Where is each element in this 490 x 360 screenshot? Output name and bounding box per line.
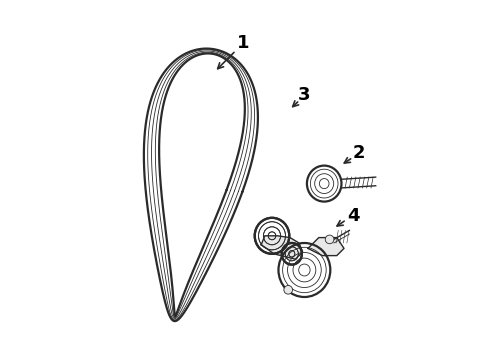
Text: 4: 4 <box>347 207 359 225</box>
Circle shape <box>325 235 334 244</box>
Text: 2: 2 <box>352 144 365 162</box>
Text: 1: 1 <box>237 34 249 52</box>
Polygon shape <box>308 238 344 256</box>
Circle shape <box>284 285 293 294</box>
Text: 3: 3 <box>298 86 311 104</box>
Polygon shape <box>261 236 303 259</box>
